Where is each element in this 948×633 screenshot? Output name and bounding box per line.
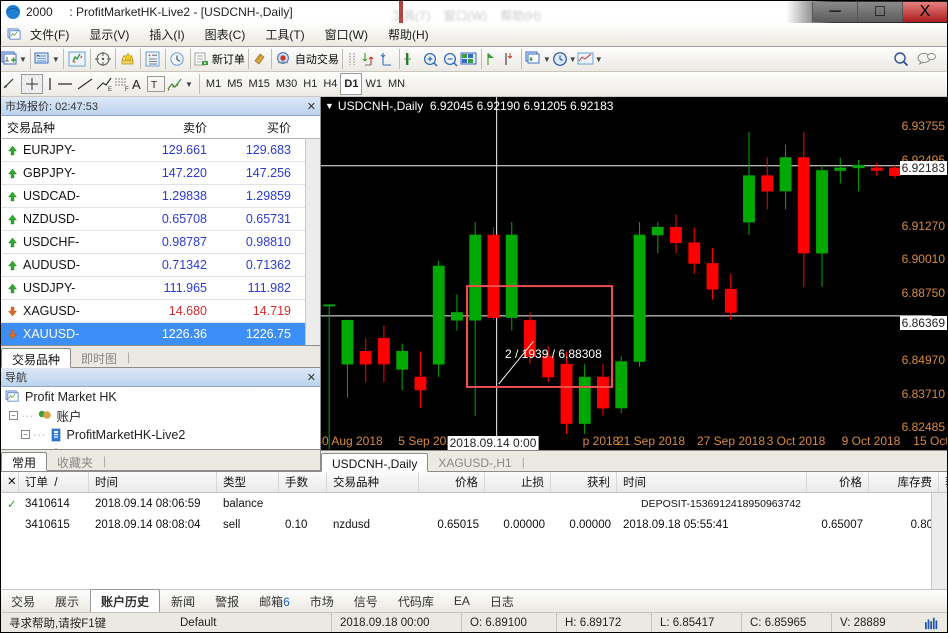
svg-text:E: E <box>108 87 112 92</box>
svg-text:T: T <box>151 80 157 90</box>
svg-text:A: A <box>132 77 141 92</box>
svg-text:F: F <box>125 87 129 92</box>
